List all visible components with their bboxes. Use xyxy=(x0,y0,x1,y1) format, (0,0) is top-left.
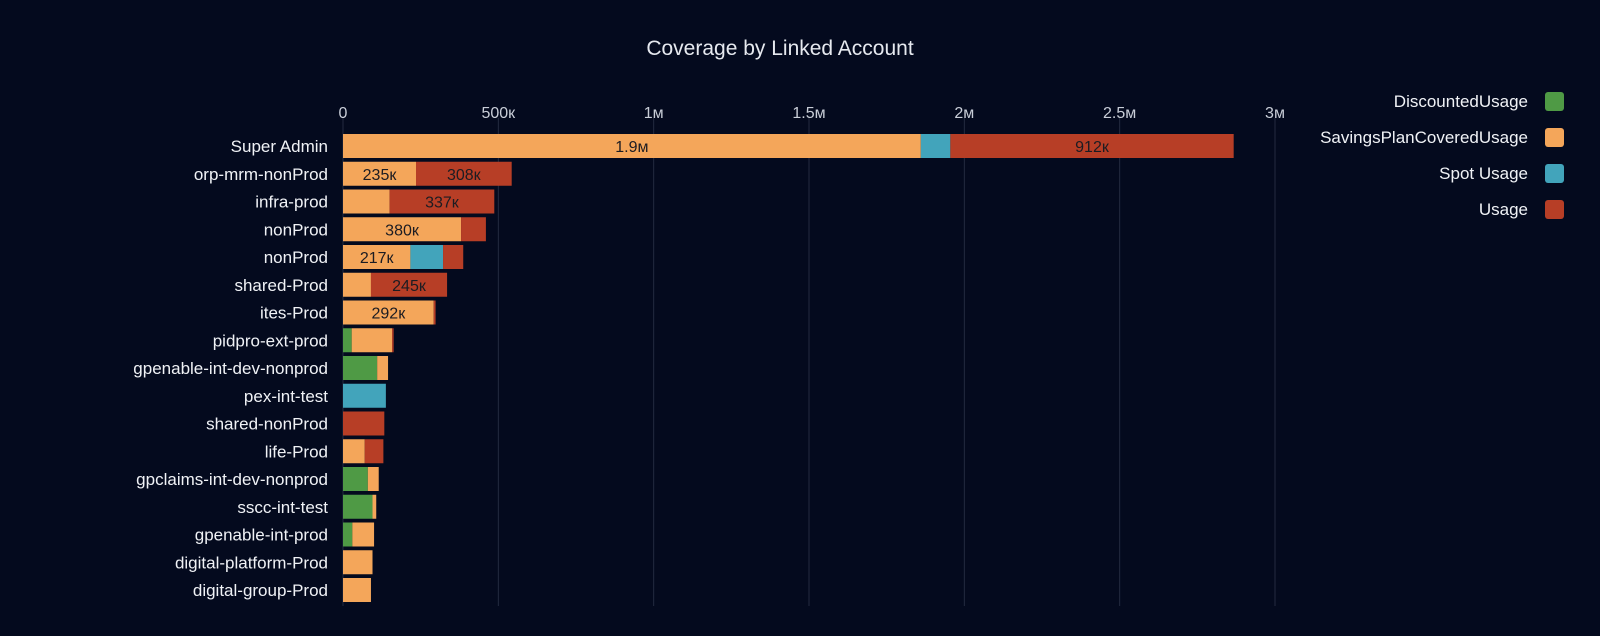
legend-label: Usage xyxy=(1479,200,1528,219)
category-label: nonProd xyxy=(264,220,328,239)
bar-segment[interactable] xyxy=(364,439,384,464)
bar-segment[interactable] xyxy=(389,189,495,214)
category-label: pidpro-ext-prod xyxy=(213,331,328,350)
legend-swatch[interactable] xyxy=(1545,92,1564,111)
bar-segment[interactable] xyxy=(950,134,1234,158)
y-axis-categories: Super Admin orp-mrm-nonProd infra-prod nonP… xyxy=(133,137,328,600)
x-tick-label: 500к xyxy=(481,105,516,122)
bar-segment[interactable] xyxy=(343,272,371,297)
bar-segment[interactable] xyxy=(920,134,951,158)
bar-segment[interactable] xyxy=(343,189,390,214)
category-label: orp-mrm-nonProd xyxy=(194,165,328,184)
bar-segment[interactable] xyxy=(343,578,371,602)
bar-segment[interactable] xyxy=(370,272,448,297)
bar-segment[interactable] xyxy=(343,411,385,436)
category-label: gpenable-int-prod xyxy=(195,526,328,545)
bar-segment[interactable] xyxy=(461,217,486,242)
bar-segment[interactable] xyxy=(343,522,353,547)
grid-layer xyxy=(342,118,1276,606)
bar-data-label: 245к xyxy=(392,278,427,295)
legend-label: DiscountedUsage xyxy=(1394,92,1528,111)
x-tick-label: 2.5м xyxy=(1103,105,1136,122)
x-tick-label: 3м xyxy=(1265,105,1285,122)
bar-segment[interactable] xyxy=(343,550,373,575)
bar-segment[interactable] xyxy=(343,467,368,491)
data-labels: 1.9м 912к 235к 308к 337к 380к 217к 245к 292к xyxy=(360,139,1110,323)
legend-swatch[interactable] xyxy=(1545,164,1564,183)
category-label: Super Admin xyxy=(231,137,328,156)
legend-label: SavingsPlanCoveredUsage xyxy=(1320,128,1528,147)
bar-segment[interactable] xyxy=(343,356,378,380)
category-label: ites-Prod xyxy=(260,304,328,323)
category-label: digital-platform-Prod xyxy=(175,553,328,572)
bar-segment[interactable] xyxy=(343,217,462,242)
chart-title: Coverage by Linked Account xyxy=(646,37,914,60)
bar-segment[interactable] xyxy=(433,300,436,325)
bar-data-label: 292к xyxy=(372,306,407,323)
bar-data-label: 912к xyxy=(1075,139,1110,156)
legend-swatch[interactable] xyxy=(1545,200,1564,219)
bar-segment[interactable] xyxy=(416,161,512,186)
bar-segment[interactable] xyxy=(372,494,377,519)
x-tick-label: 1.5м xyxy=(792,105,825,122)
legend: DiscountedUsage SavingsPlanCoveredUsage Sp… xyxy=(1320,92,1564,219)
bar-data-label: 217к xyxy=(360,250,395,267)
x-tick-label: 0 xyxy=(339,105,348,122)
bar-data-label: 337к xyxy=(425,195,460,212)
bar-segment[interactable] xyxy=(410,245,444,269)
category-label: pex-int-test xyxy=(244,387,328,406)
category-label: nonProd xyxy=(264,248,328,267)
bar-segment[interactable] xyxy=(343,134,921,158)
x-axis-ticks: 0 500к 1м 1.5м 2м 2.5м 3м xyxy=(339,105,1285,122)
bar-data-label: 1.9м xyxy=(615,139,648,156)
category-label: shared-nonProd xyxy=(206,415,328,434)
x-tick-label: 1м xyxy=(644,105,664,122)
bar-segment[interactable] xyxy=(343,161,417,186)
category-label: sscc-int-test xyxy=(237,498,328,517)
category-label: infra-prod xyxy=(255,193,328,212)
x-tick-label: 2м xyxy=(954,105,974,122)
bar-segment[interactable] xyxy=(343,245,411,269)
category-label: digital-group-Prod xyxy=(193,581,328,600)
category-label: life-Prod xyxy=(265,442,328,461)
bar-segment[interactable] xyxy=(343,328,352,353)
bar-data-label: 308к xyxy=(447,167,482,184)
bar-segment[interactable] xyxy=(367,467,379,491)
bar-segment[interactable] xyxy=(343,439,365,464)
bar-segment[interactable] xyxy=(377,356,389,380)
category-label: gpclaims-int-dev-nonprod xyxy=(136,470,328,489)
category-label: gpenable-int-dev-nonprod xyxy=(133,359,328,378)
bar-segment[interactable] xyxy=(343,300,434,325)
legend-swatch[interactable] xyxy=(1545,128,1564,147)
bar-segment[interactable] xyxy=(352,522,375,547)
bar-segment[interactable] xyxy=(343,494,373,519)
bar-segment[interactable] xyxy=(351,328,393,353)
bar-segment[interactable] xyxy=(392,328,394,353)
bars xyxy=(343,134,1234,602)
bar-segment[interactable] xyxy=(343,383,386,408)
bar-data-label: 235к xyxy=(363,167,398,184)
category-label: shared-Prod xyxy=(234,276,328,295)
bar-data-label: 380к xyxy=(385,222,420,239)
legend-label: Spot Usage xyxy=(1439,164,1528,183)
bar-segment[interactable] xyxy=(443,245,464,269)
